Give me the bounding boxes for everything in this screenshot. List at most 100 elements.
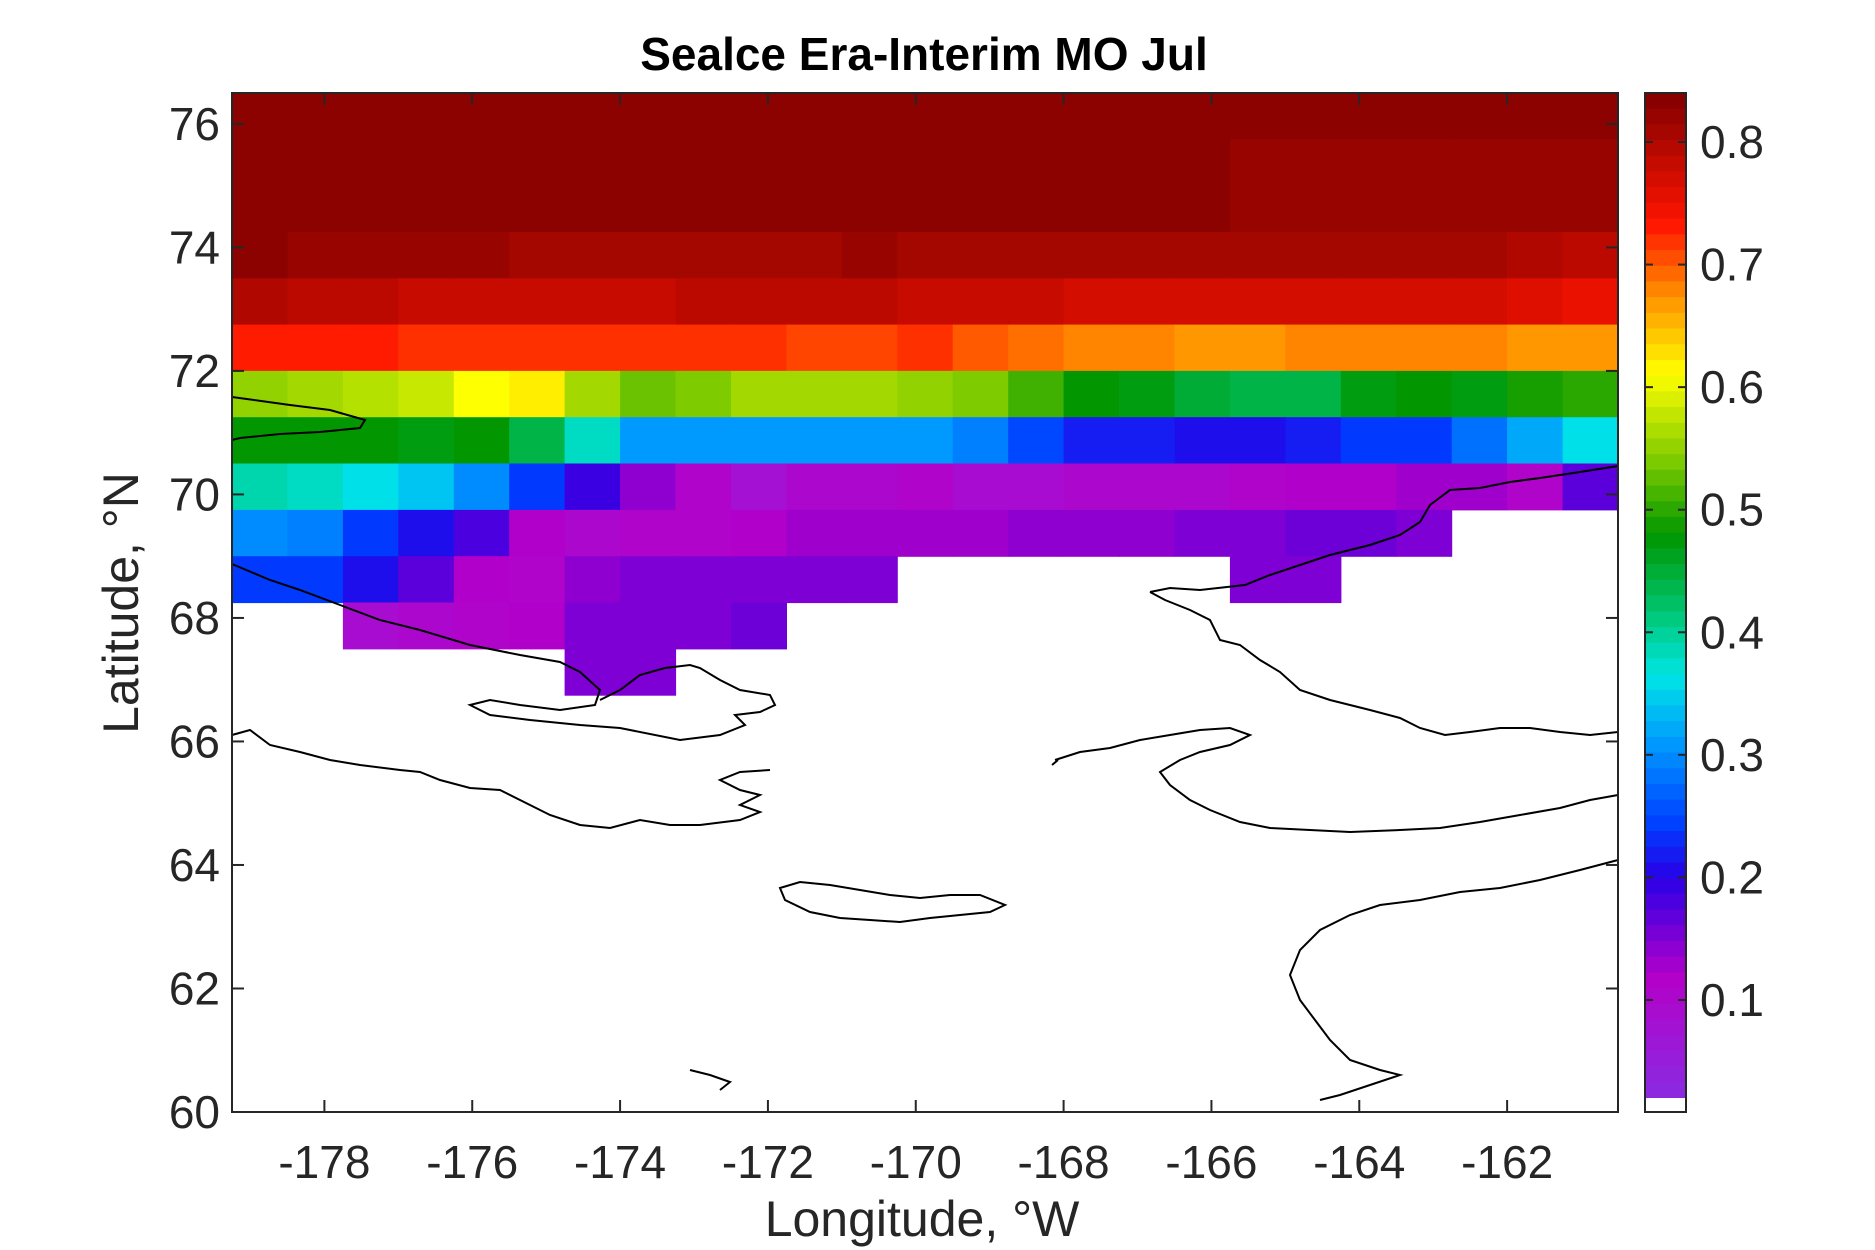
heatmap-cell <box>1119 370 1175 418</box>
heatmap-cell <box>1008 370 1065 418</box>
heatmap-cell <box>287 509 344 557</box>
heatmap-cell <box>731 324 787 372</box>
x-tick-label: -174 <box>574 1136 666 1188</box>
colorbar-segment <box>1645 1019 1686 1036</box>
colorbar-segment <box>1645 454 1686 471</box>
heatmap-cell <box>564 509 621 557</box>
y-tick-label: 68 <box>169 592 220 644</box>
heatmap-cell <box>287 417 344 465</box>
heatmap-cell <box>1063 370 1120 418</box>
colorbar-segment <box>1645 155 1686 173</box>
colorbar-segment <box>1645 752 1686 769</box>
heatmap-cell <box>675 139 732 233</box>
heatmap-cell <box>453 417 510 465</box>
colorbar-segment <box>1645 124 1686 141</box>
heatmap-cell <box>1229 232 1286 279</box>
y-tick-label: 66 <box>169 715 220 767</box>
heatmap-cell <box>620 370 677 418</box>
heatmap-cell <box>841 324 898 372</box>
heatmap-cell <box>897 509 954 557</box>
colorbar-segment <box>1645 972 1686 989</box>
heatmap-cell <box>564 556 621 604</box>
colorbar-segment <box>1645 988 1686 1005</box>
colorbar-segment <box>1645 862 1686 879</box>
heatmap-cell <box>1285 232 1342 279</box>
heatmap-cell <box>841 232 898 279</box>
colorbar-segment <box>1645 956 1686 973</box>
colorbar-tick-label: 0.3 <box>1700 729 1764 781</box>
heatmap-cell <box>1507 370 1564 418</box>
colorbar-segment <box>1645 532 1686 549</box>
colorbar-segment <box>1645 705 1686 722</box>
heatmap-cell <box>232 324 288 372</box>
heatmap-cell <box>952 417 1009 465</box>
heatmap-cell <box>342 417 399 465</box>
coastline-chukotka <box>231 563 777 742</box>
heatmap-cell <box>620 139 677 233</box>
heatmap-cell <box>342 232 399 279</box>
heatmap-cell <box>786 463 843 511</box>
heatmap-cell <box>1562 417 1619 465</box>
heatmap-cell <box>1451 463 1508 511</box>
colorbar-segment <box>1645 234 1686 251</box>
heatmap-cell <box>342 556 399 604</box>
colorbar-nan-swatch <box>1645 1098 1686 1112</box>
heatmap-cell <box>1451 139 1508 233</box>
heatmap-cell <box>731 232 787 279</box>
heatmap-cell <box>509 324 566 372</box>
colorbar-tick-label: 0.7 <box>1700 239 1764 291</box>
heatmap-cell <box>509 417 566 465</box>
heatmap-cell <box>287 463 344 511</box>
colorbar-segment <box>1645 1003 1686 1020</box>
colorbar-segment <box>1645 328 1686 345</box>
colorbar-segment <box>1645 359 1686 377</box>
heatmap-cell <box>1063 278 1120 326</box>
heatmap-cell <box>342 278 399 326</box>
heatmap-cell <box>509 509 566 557</box>
colorbar-segment <box>1645 391 1686 408</box>
heatmap-cell <box>232 463 288 511</box>
heatmap-cell <box>1174 463 1231 511</box>
heatmap-cell <box>786 139 843 233</box>
heatmap-cell <box>1063 324 1120 372</box>
heatmap-cell <box>398 278 455 326</box>
x-axis-label: Longitude, °W <box>765 1191 1080 1247</box>
heatmap-cell <box>564 463 621 511</box>
y-tick-label: 72 <box>169 345 220 397</box>
coastline-alaska-kotzebue <box>1149 591 1619 737</box>
heatmap-cell <box>1451 370 1508 418</box>
colorbar-segment <box>1645 595 1686 612</box>
heatmap-cell <box>1285 324 1342 372</box>
colorbar-segment <box>1645 846 1686 863</box>
heatmap-cell <box>1119 324 1175 372</box>
heatmap-cell <box>232 278 288 326</box>
heatmap-cell <box>1285 370 1342 418</box>
colorbar-segment <box>1645 548 1686 565</box>
x-tick-label: -164 <box>1313 1136 1405 1188</box>
heatmap-cell <box>675 463 732 511</box>
colorbar-tick-label: 0.1 <box>1700 974 1764 1026</box>
colorbar-frame <box>1644 92 1687 1113</box>
heatmap-cell <box>564 417 621 465</box>
heatmap-cell <box>620 232 677 279</box>
colorbar-segment <box>1645 187 1686 204</box>
heatmap-cell <box>564 648 621 696</box>
heatmap-cell <box>620 602 677 650</box>
colorbar-segment <box>1645 626 1686 644</box>
heatmap-cell <box>786 324 843 372</box>
heatmap-cell <box>1340 232 1397 279</box>
heatmap-cell <box>453 278 510 326</box>
heatmap-cell <box>897 232 954 279</box>
heatmap-cell <box>1285 278 1342 326</box>
colorbar-segment <box>1645 831 1686 848</box>
coastline-alaska-south <box>1288 859 1619 1101</box>
y-axis-label: Latitude, °N <box>93 472 149 734</box>
heatmap-cell <box>1174 324 1231 372</box>
heatmap-cell <box>398 232 455 279</box>
colorbar-segment <box>1645 422 1686 439</box>
heatmap-cell <box>1063 232 1120 279</box>
colorbar-segment <box>1645 564 1686 581</box>
heatmap-cell <box>620 324 677 372</box>
heatmap-cell <box>1562 370 1619 418</box>
heatmap-cell <box>1507 232 1564 279</box>
